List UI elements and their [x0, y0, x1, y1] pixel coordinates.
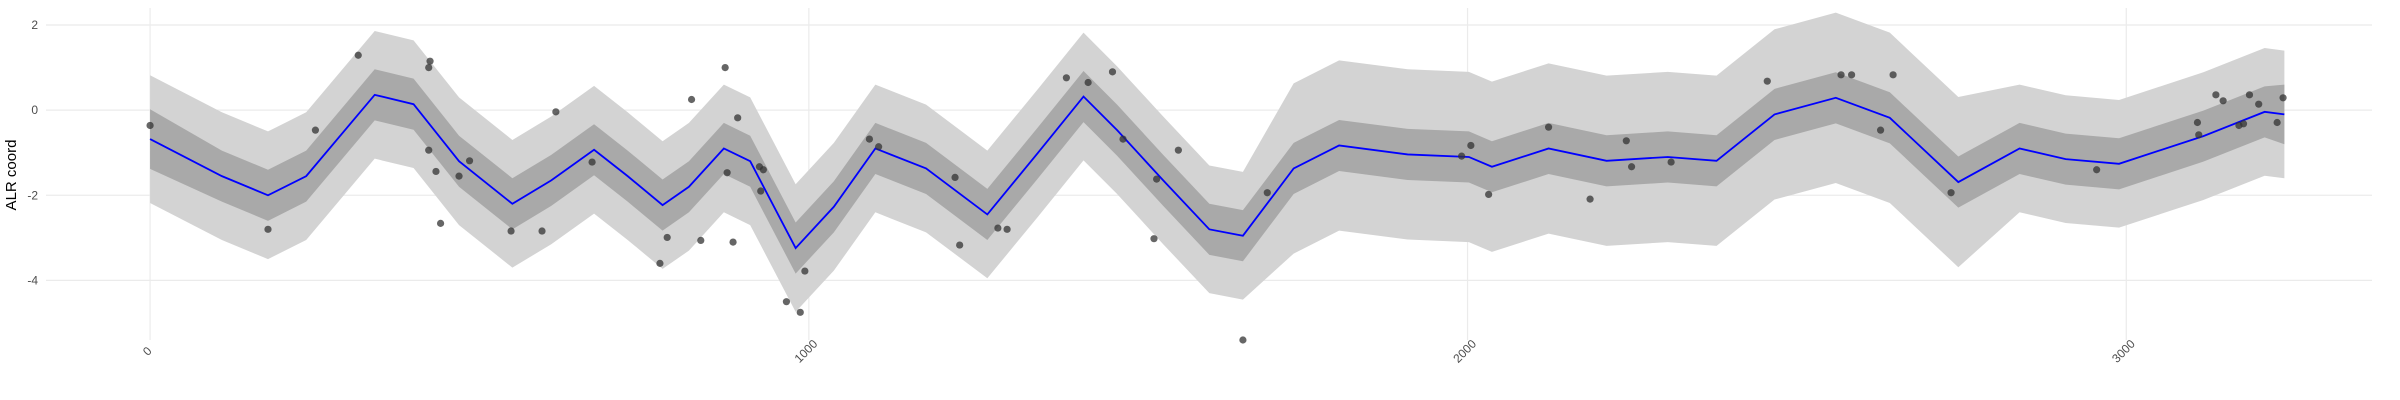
- data-point: [757, 187, 765, 195]
- y-axis-label: ALR coord: [3, 140, 20, 211]
- data-point: [734, 114, 742, 122]
- y-tick-label: -4: [27, 273, 38, 287]
- y-tick-label: 2: [31, 18, 38, 32]
- data-point: [956, 241, 964, 249]
- data-point: [2093, 166, 2101, 174]
- data-point: [697, 236, 705, 244]
- data-point: [2255, 100, 2263, 108]
- data-point: [687, 95, 696, 104]
- data-point: [1062, 74, 1070, 82]
- data-point: [146, 121, 154, 130]
- data-point: [865, 135, 874, 143]
- data-point: [507, 227, 515, 235]
- confidence-band: [150, 12, 2285, 312]
- data-point: [2212, 91, 2220, 99]
- data-point: [465, 157, 474, 165]
- data-point: [1627, 163, 1636, 171]
- data-point: [759, 166, 767, 174]
- data-point: [801, 267, 809, 275]
- smooth-line: [149, 93, 2285, 250]
- data-point: [1153, 175, 1161, 183]
- data-point: [1947, 189, 1955, 197]
- data-point: [782, 298, 791, 306]
- data-point: [1667, 158, 1675, 166]
- data-point: [721, 63, 729, 72]
- data-point: [875, 143, 883, 151]
- data-point: [2193, 118, 2202, 127]
- data-point: [425, 146, 433, 154]
- data-point: [1458, 152, 1466, 160]
- data-point: [951, 173, 959, 182]
- data-point: [1467, 141, 1475, 150]
- data-point: [2279, 94, 2287, 102]
- data-point: [796, 308, 804, 316]
- data-point: [1622, 137, 1630, 145]
- data-point: [1847, 71, 1856, 79]
- x-tick-label: 0: [140, 344, 155, 359]
- x-tick-label: 3000: [2109, 337, 2138, 366]
- data-point: [1239, 336, 1247, 344]
- data-point: [723, 169, 731, 177]
- data-point: [538, 227, 546, 235]
- data-point: [432, 167, 440, 176]
- data-point: [1485, 190, 1493, 199]
- data-point: [354, 51, 362, 59]
- data-point: [2219, 97, 2227, 105]
- data-point: [1108, 68, 1117, 76]
- data-point: [2273, 118, 2281, 127]
- data-point: [264, 225, 272, 233]
- data-point: [1084, 78, 1092, 87]
- data-point: [1150, 235, 1158, 243]
- data-point: [455, 172, 463, 180]
- data-point: [588, 158, 596, 166]
- data-point: [2239, 120, 2248, 128]
- data-point: [311, 126, 320, 134]
- data-point: [425, 63, 433, 72]
- data-point: [1263, 189, 1271, 197]
- data-point: [656, 259, 664, 267]
- data-point: [729, 238, 737, 246]
- data-point: [1837, 71, 1845, 79]
- data-point: [2195, 131, 2203, 139]
- data-point: [1174, 146, 1182, 154]
- data-point: [436, 219, 445, 227]
- data-point: [1119, 135, 1127, 143]
- x-tick-label: 1000: [792, 337, 821, 366]
- data-point: [552, 108, 560, 116]
- data-point: [1003, 225, 1011, 233]
- data-point: [663, 233, 671, 242]
- data-point: [1889, 71, 1897, 79]
- data-point: [1544, 123, 1553, 131]
- data-point: [1876, 126, 1885, 134]
- data-point: [994, 224, 1002, 232]
- data-point: [1586, 195, 1594, 203]
- y-tick-label: 0: [31, 103, 38, 117]
- data-point: [1763, 77, 1771, 85]
- data-point: [2245, 91, 2254, 99]
- x-tick-label: 2000: [1450, 337, 1479, 366]
- y-tick-label: -2: [27, 188, 38, 202]
- confidence-band: [150, 69, 2285, 274]
- data-point: [426, 57, 434, 65]
